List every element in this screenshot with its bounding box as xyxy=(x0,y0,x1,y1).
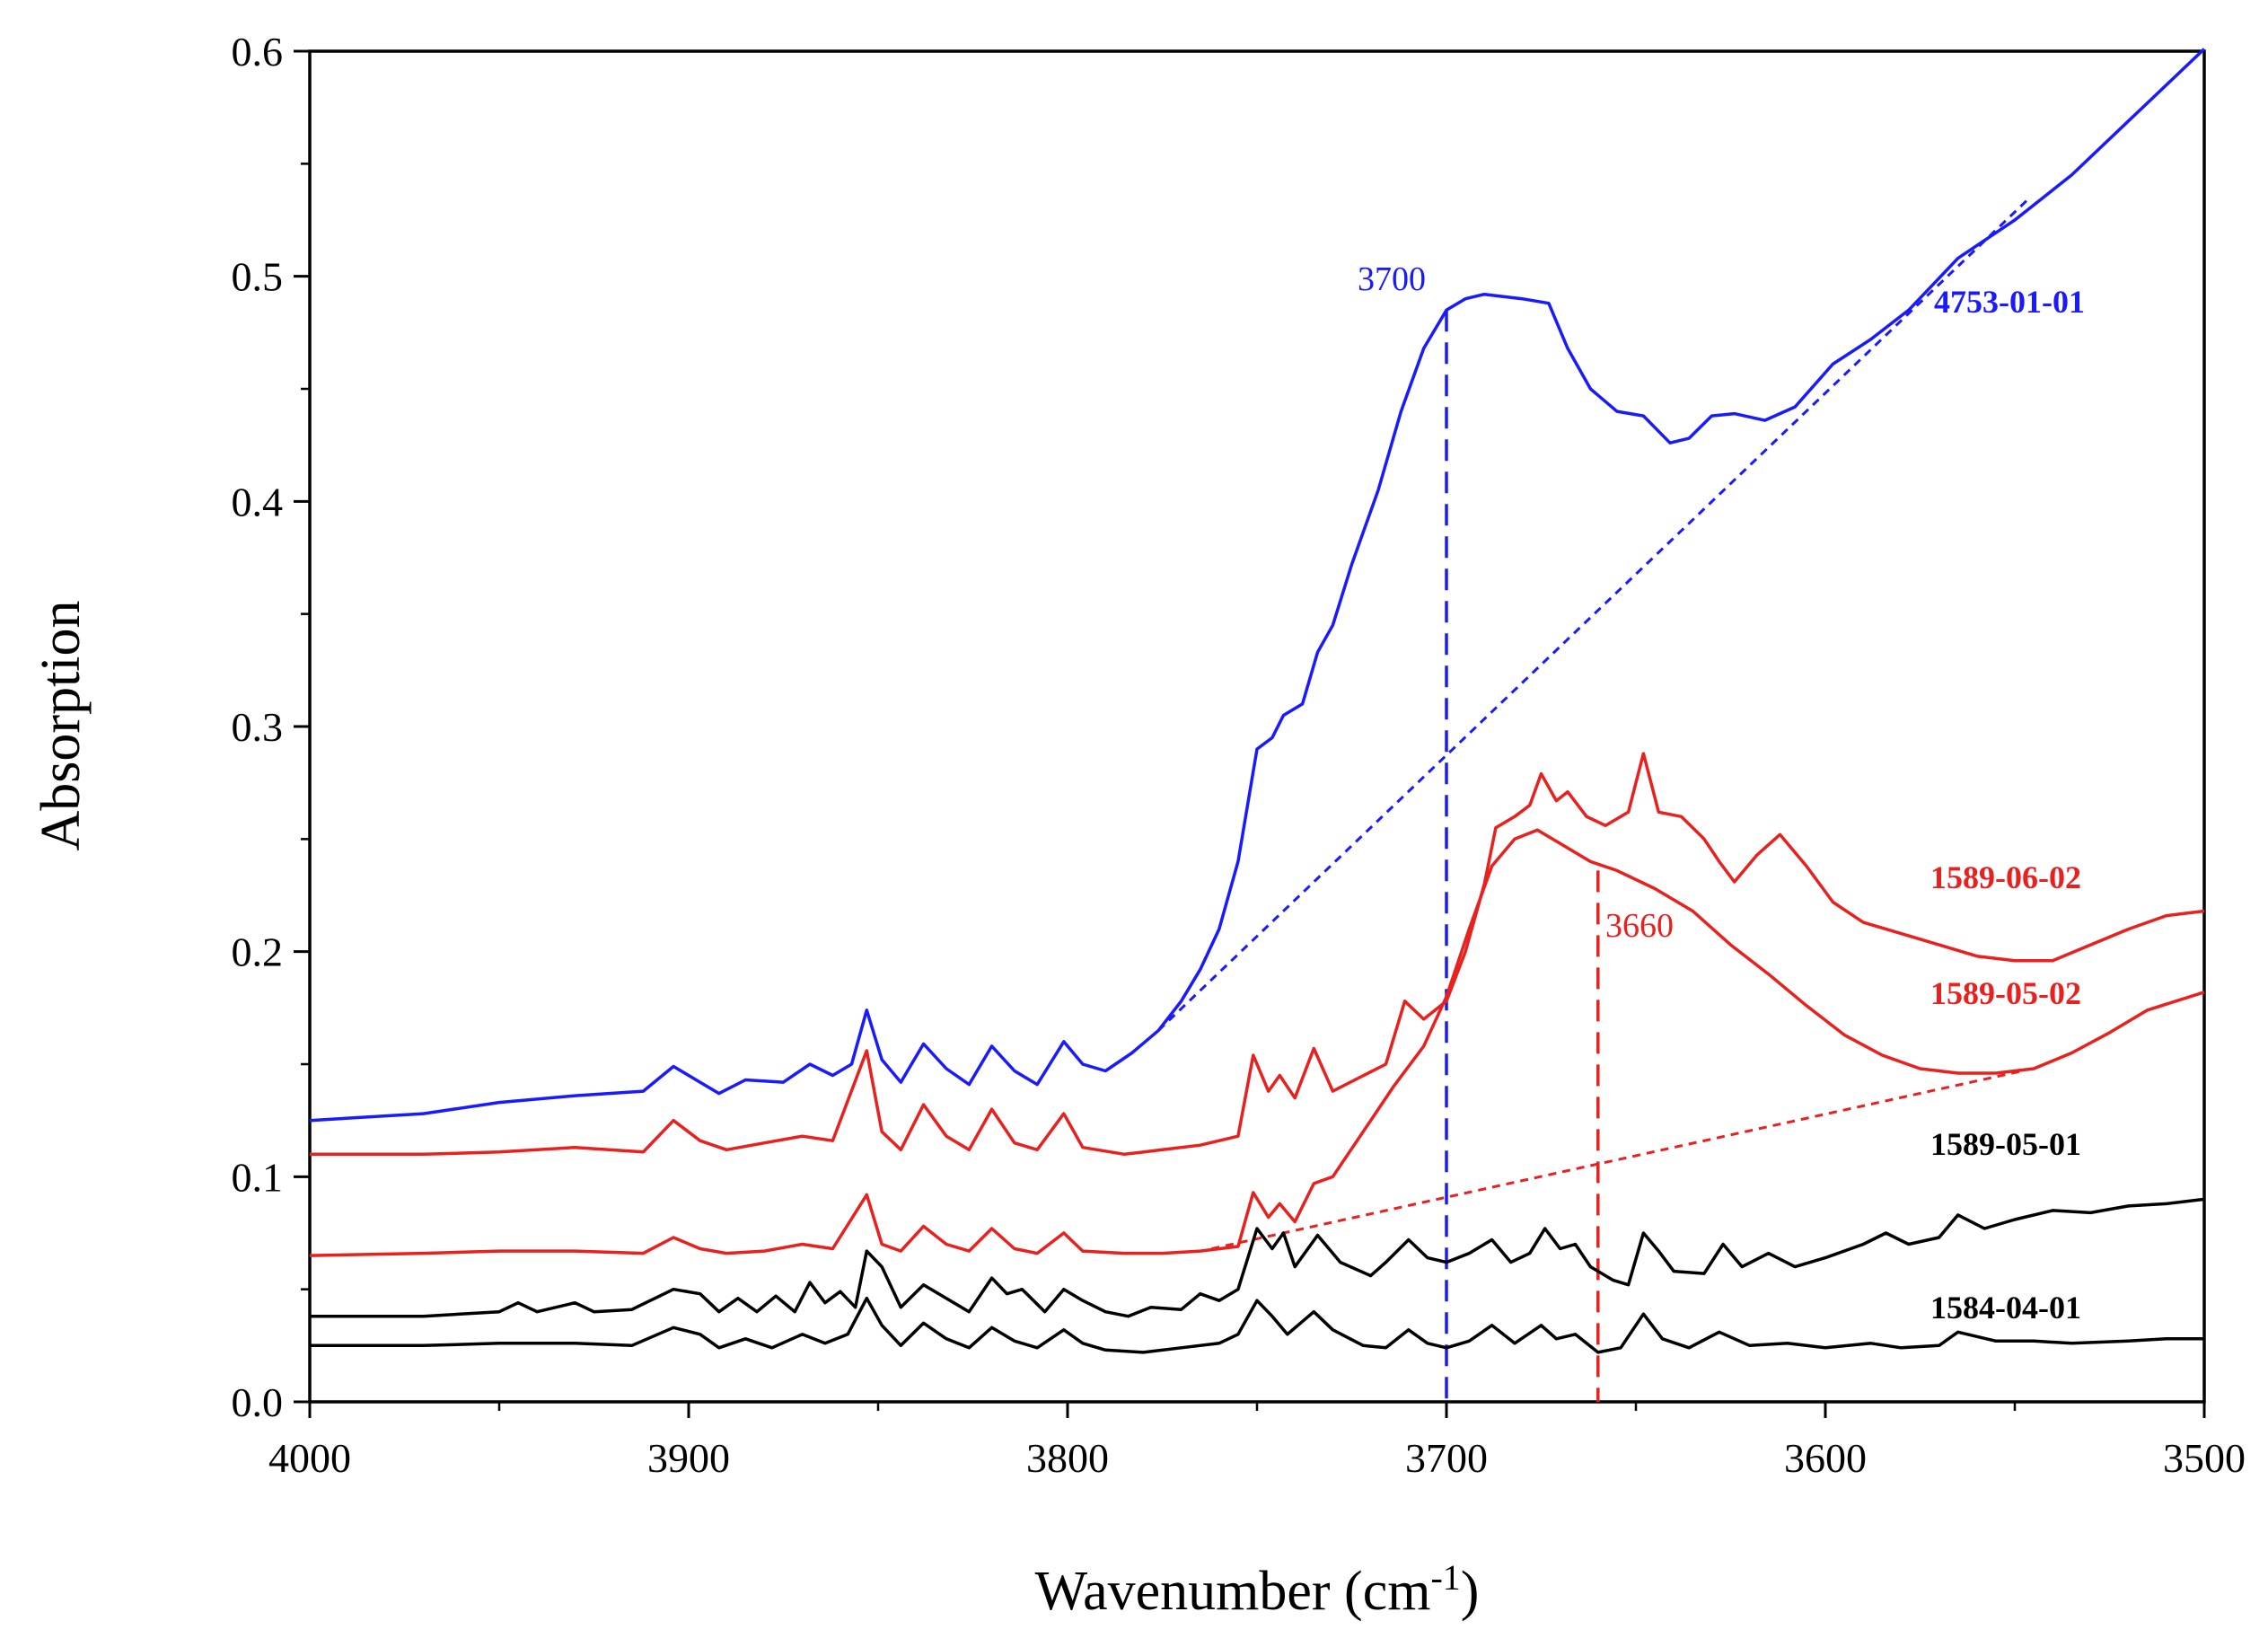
x-tick-label-3700: 3700 xyxy=(1405,1435,1488,1481)
baseline-1589-05-02 xyxy=(1211,1070,2023,1251)
y-tick-label-0.3: 0.3 xyxy=(232,704,284,750)
x-tick-label-3600: 3600 xyxy=(1784,1435,1867,1481)
y-tick-label-0.4: 0.4 xyxy=(232,479,284,524)
series-label-1589-06-02: 1589-06-02 xyxy=(1930,859,2081,895)
x-tick-label-3800: 3800 xyxy=(1026,1435,1109,1481)
x-tick-label-3900: 3900 xyxy=(647,1435,730,1481)
series-label-4753-01-01: 4753-01-01 xyxy=(1934,284,2085,320)
baselines xyxy=(1157,196,2031,1251)
y-tick-label-0.1: 0.1 xyxy=(232,1154,284,1200)
x-tick-label-4000: 4000 xyxy=(268,1435,351,1481)
series-line-1589-06-02 xyxy=(310,752,2205,1157)
peak-label-3660: 3660 xyxy=(1605,907,1674,945)
x-axis-title: Wavenumber (cm-1) xyxy=(1035,1557,1480,1622)
y-axis-title: Absorption xyxy=(31,601,92,851)
y-axis: 0.0 0.1 0.2 0.3 0.4 0.5 0.6 xyxy=(232,29,310,1425)
series-label-1584-04-01: 1584-04-01 xyxy=(1930,1290,2081,1326)
peak-markers xyxy=(1445,310,1600,1402)
peak-label-3700: 3700 xyxy=(1358,260,1426,298)
series-line-1589-05-01 xyxy=(310,1197,2205,1318)
x-tick-label-3500: 3500 xyxy=(2163,1435,2246,1481)
y-tick-label-0.2: 0.2 xyxy=(232,929,284,975)
y-tick-label-0.6: 0.6 xyxy=(232,29,284,75)
series-lines xyxy=(309,48,2206,1354)
series-line-4753-01-01 xyxy=(309,48,2206,1123)
series-line-1584-04-01 xyxy=(310,1296,2204,1354)
baseline-4753-01-01 xyxy=(1157,196,2031,1032)
y-tick-label-0: 0.0 xyxy=(232,1379,284,1425)
x-axis: 4000 3900 3800 3700 3600 3500 xyxy=(268,1402,2246,1481)
series-label-1589-05-01: 1589-05-01 xyxy=(1930,1126,2081,1162)
series-label-1589-05-02: 1589-05-02 xyxy=(1930,975,2081,1011)
series-line-1589-05-02 xyxy=(309,828,2205,1257)
y-tick-label-0.5: 0.5 xyxy=(232,254,284,300)
